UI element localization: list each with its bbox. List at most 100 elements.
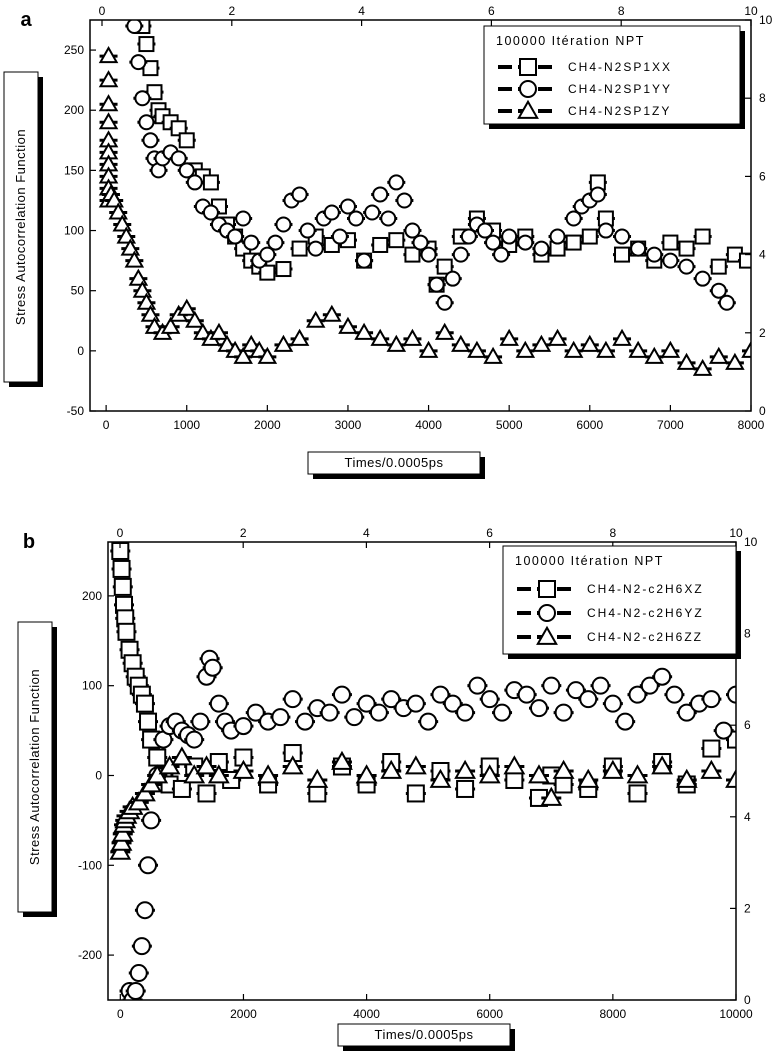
data-point (420, 246, 437, 263)
data-point (456, 703, 475, 722)
data-point (563, 340, 584, 358)
data-point (257, 346, 278, 364)
top-tick-label: 2 (240, 526, 247, 540)
data-point (404, 246, 421, 263)
chart-panel-a: 0 1000 2000 3000 4000 5000 6000 7000 8000-500501… (3, 4, 773, 479)
data-point (493, 246, 510, 263)
data-point (235, 210, 252, 227)
data-point (354, 322, 374, 340)
data-point (692, 358, 713, 376)
data-point (112, 559, 131, 578)
data-point (741, 340, 751, 358)
legend: 100000 Itération NPT CH4-N2-c2H6XZ CH4-N2-… (502, 545, 741, 659)
right-tick-label: 8 (759, 91, 766, 105)
data-point (178, 132, 195, 149)
data-point (714, 721, 733, 740)
data-point (388, 174, 405, 191)
x-axis-label: Times/0.0005ps (344, 455, 443, 470)
data-point (246, 703, 265, 722)
data-point (339, 198, 356, 215)
data-point (331, 228, 348, 245)
x-tick-label: 0 (103, 418, 110, 432)
x-tick-label: 2000 (254, 418, 281, 432)
data-point (501, 228, 518, 245)
data-point (135, 694, 154, 713)
data-point (372, 186, 389, 203)
data-point (273, 334, 294, 352)
legend-marker-square (519, 58, 537, 76)
data-point (348, 210, 365, 227)
legend-label: CH4-N2-c2H6YZ (587, 606, 704, 620)
data-point (651, 755, 674, 775)
y-tick-label: 150 (64, 163, 84, 177)
legend-marker-square (538, 580, 556, 598)
legend-label: CH4-N2-c2H6XZ (587, 582, 704, 596)
data-point (452, 246, 469, 263)
data-point (612, 328, 632, 346)
data-point (677, 703, 696, 722)
data-point (499, 328, 519, 346)
data-point (113, 577, 132, 596)
data-point (176, 298, 197, 316)
data-point (517, 685, 536, 704)
x-tick-label: 8000 (600, 1007, 627, 1021)
data-point (331, 750, 353, 770)
series-triangle (98, 46, 751, 376)
y-tick-label: 200 (82, 589, 102, 603)
data-point (209, 322, 229, 340)
x-tick-label: 8000 (738, 418, 765, 432)
data-point (529, 699, 548, 718)
data-point (480, 690, 499, 709)
data-point (517, 234, 534, 251)
data-point (626, 764, 649, 784)
data-point (320, 703, 339, 722)
data-point (533, 240, 550, 257)
data-point (565, 234, 582, 251)
y-tick-label: 0 (95, 768, 102, 782)
data-point (597, 222, 614, 239)
panel-label: a (20, 9, 32, 31)
data-point (419, 712, 438, 731)
legend-marker-triangle (517, 99, 539, 119)
data-point (172, 779, 191, 798)
right-tick-label: 6 (744, 718, 751, 732)
legend-marker-triangle (536, 625, 558, 645)
data-point (138, 36, 155, 53)
data-point (428, 276, 445, 293)
data-point (577, 768, 600, 788)
data-point (531, 334, 552, 352)
data-point (275, 261, 292, 278)
right-tick-label: 0 (744, 993, 751, 1007)
data-point (483, 346, 503, 364)
data-point (596, 340, 616, 358)
data-point (662, 252, 679, 269)
data-point (124, 250, 145, 268)
data-point (493, 703, 512, 722)
data-point (203, 658, 222, 677)
data-point (209, 694, 228, 713)
data-point (186, 174, 203, 191)
x-tick-label: 4000 (415, 418, 442, 432)
data-point (630, 240, 647, 257)
x-tick-label: 10000 (719, 1007, 753, 1021)
data-point (628, 340, 648, 358)
data-point (185, 310, 205, 328)
data-point (547, 328, 568, 346)
data-point (380, 759, 403, 779)
data-point (646, 246, 663, 263)
data-point (451, 334, 471, 352)
data-point (275, 216, 292, 233)
data-point (467, 340, 487, 358)
x-axis-label: Times/0.0005ps (374, 1027, 473, 1042)
data-point (345, 708, 364, 727)
data-point (160, 316, 181, 334)
top-tick-label: 2 (228, 4, 235, 18)
right-tick-label: 8 (744, 627, 751, 641)
y-tick-label: 200 (64, 103, 84, 117)
data-point (665, 685, 684, 704)
legend-label: CH4-N2SP1ZY (568, 104, 671, 118)
data-point (234, 717, 253, 736)
data-point (142, 132, 159, 149)
data-point (305, 310, 326, 328)
data-point (614, 246, 631, 263)
